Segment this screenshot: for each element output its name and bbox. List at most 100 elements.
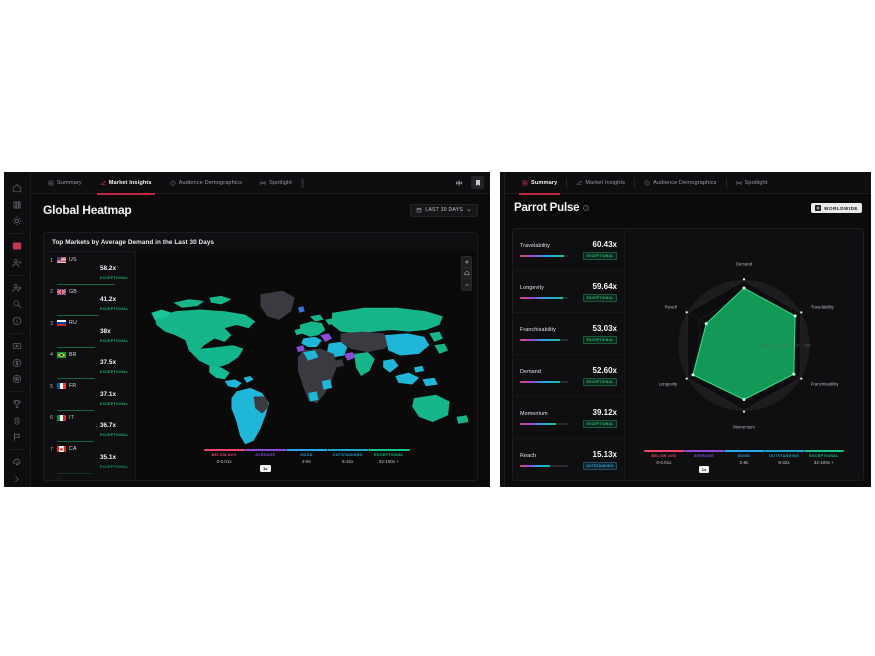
page-title: Parrot Pulse [514, 202, 580, 214]
radar-tick-label: 32x [794, 343, 800, 347]
metric-row[interactable]: Momentum 39.12x EXCEPTIONAL [513, 397, 624, 439]
tab-market-insights[interactable]: Market Insights [91, 172, 161, 195]
scale-column: EXCEPTIONAL 32-100x + [804, 454, 844, 476]
pulse-metrics-list[interactable]: Travelability 60.43x EXCEPTIONAL Longevity 5… [513, 229, 625, 480]
scale-segment [368, 448, 410, 451]
world-heatmap[interactable]: BELOW AVG 0-0.01x AVERAGE 1x GOOD 2-8x OUTSTAN… [136, 251, 477, 480]
page-title: Global Heatmap [43, 203, 132, 217]
tab-summary[interactable]: Summary [513, 172, 566, 195]
scale-segment [327, 448, 369, 451]
scale-column: GOOD 2-8x [724, 454, 764, 476]
radar-tick-label: 0.01x [762, 343, 770, 347]
sparkle-icon[interactable] [6, 213, 28, 229]
flag-icon [57, 351, 66, 358]
radar-axis-dot [685, 311, 688, 314]
market-value: 37.5x [100, 359, 116, 366]
market-row[interactable]: 3 RU 38x EXCEPTIONAL [44, 316, 135, 345]
metric-row[interactable]: Reach 15.13x OUTSTANDING [513, 439, 624, 480]
tab-label: Spotlight [269, 179, 292, 186]
metric-top: Momentum 39.12x [520, 408, 617, 417]
metric-row[interactable]: Longevity 59.64x EXCEPTIONAL [513, 271, 624, 313]
tab-spotlight[interactable]: Spotlight [727, 172, 777, 194]
radar-axis-dot [742, 410, 746, 413]
market-row[interactable]: 5 FR 37.1x EXCEPTIONAL [44, 379, 135, 408]
media-icon[interactable] [6, 338, 28, 354]
reset-view-button[interactable] [462, 268, 471, 279]
scale-current-chip: 1x [260, 465, 271, 472]
tab-market-insights[interactable]: Market Insights [567, 172, 634, 194]
bookmark-button[interactable] [471, 176, 484, 189]
market-tier: EXCEPTIONAL [100, 401, 129, 406]
chart-card-icon[interactable] [6, 238, 28, 254]
battery-icon[interactable] [6, 413, 28, 429]
metric-tier-badge: OUTSTANDING [582, 462, 617, 471]
scope-badge[interactable]: WORLDWIDE [811, 203, 862, 213]
top-markets-list[interactable]: 1 US 58.2x EXCEPTIONAL 2 GB 41.2x EXCEPTIONAL 3 R… [44, 251, 136, 480]
metric-top: Longevity 59.64x [520, 282, 617, 291]
scale-segment [804, 449, 844, 452]
flag-icon [57, 383, 66, 390]
metric-row[interactable]: Demand 52.60x EXCEPTIONAL [513, 355, 624, 397]
metric-top: Reach 15.13x [520, 450, 617, 459]
left-tabbar: Summary Market Insights Audience Demograph… [31, 172, 490, 195]
scale-range: 32-100x + [378, 459, 399, 464]
map-zoom-controls[interactable] [461, 256, 472, 291]
metric-row[interactable]: Travelability 60.43x EXCEPTIONAL [513, 229, 624, 271]
market-bar [57, 441, 94, 442]
tab-spotlight[interactable]: Spotlight [251, 172, 301, 194]
market-row[interactable]: 4 BR 37.5x EXCEPTIONAL [44, 348, 135, 377]
metric-row[interactable]: Franchisability 53.03x EXCEPTIONAL [513, 313, 624, 355]
tab-audience-demographics[interactable]: Audience Demographics [635, 172, 725, 194]
library-icon[interactable] [6, 196, 28, 212]
scale-tier-name: AVERAGE [693, 454, 715, 458]
zoom-out-button[interactable] [462, 279, 471, 290]
metric-bottom: EXCEPTIONAL [520, 378, 617, 387]
metric-value: 60.43x [592, 239, 617, 249]
market-value: 41.2x [100, 296, 116, 303]
person-search-icon[interactable] [6, 280, 28, 296]
market-value: 37.1x [100, 390, 116, 398]
scale-range: 0-0.01x [216, 459, 232, 464]
scale-current-chip: 1x [698, 466, 710, 473]
add-widget-button[interactable] [452, 176, 465, 189]
metric-tier-badge: EXCEPTIONAL [583, 378, 617, 387]
metric-bottom: OUTSTANDING [520, 462, 617, 471]
scale-tier-name: GOOD [300, 453, 313, 457]
metric-bar-fill [520, 465, 550, 468]
date-range-selector[interactable]: LAST 30 DAYS [410, 203, 478, 217]
zoom-in-button[interactable] [462, 257, 471, 268]
pulse-radar-chart[interactable]: Demand Travelability Franchisability Moment… [625, 229, 863, 480]
market-row[interactable]: 6 IT 36.7x EXCEPTIONAL [44, 411, 135, 440]
pulse-card: Travelability 60.43x EXCEPTIONAL Longevity 5… [512, 228, 864, 481]
trophy-icon[interactable] [6, 396, 28, 412]
scale-segment [684, 449, 724, 452]
flag-icon[interactable] [6, 429, 28, 445]
market-rank: 5 [50, 383, 53, 390]
globe-icon [815, 205, 822, 211]
expand-icon[interactable] [6, 471, 28, 487]
market-rank: 3 [50, 320, 53, 327]
home-icon[interactable] [6, 180, 28, 196]
right-title-row: Parrot Pulse i [514, 202, 590, 214]
cloud-download-icon[interactable] [6, 454, 28, 470]
target-icon[interactable] [6, 371, 28, 387]
market-row[interactable]: 1 US 58.2x EXCEPTIONAL [44, 253, 135, 282]
info-icon[interactable]: i [583, 205, 590, 211]
flag-icon [57, 414, 66, 421]
info-icon[interactable] [6, 313, 28, 329]
parrot-pulse-window: Summary Market Insights Audience Demograph… [500, 172, 871, 487]
audience-demographics-icon [170, 180, 176, 186]
dollar-icon[interactable] [6, 354, 28, 370]
list-fade [44, 464, 135, 480]
market-rank: 7 [50, 446, 53, 453]
audience-icon[interactable] [6, 255, 28, 271]
metric-bottom: EXCEPTIONAL [520, 294, 617, 303]
top-markets-card: Top Markets by Average Demand in the Las… [43, 232, 478, 481]
radar-vertex [691, 373, 695, 377]
tab-audience-demographics[interactable]: Audience Demographics [161, 172, 251, 194]
metric-name: Franchisability [520, 326, 556, 333]
tab-summary[interactable]: Summary [39, 172, 91, 194]
metric-bar-track [520, 465, 568, 468]
search-icon[interactable] [6, 296, 28, 312]
market-row[interactable]: 2 GB 41.2x EXCEPTIONAL [44, 285, 135, 314]
